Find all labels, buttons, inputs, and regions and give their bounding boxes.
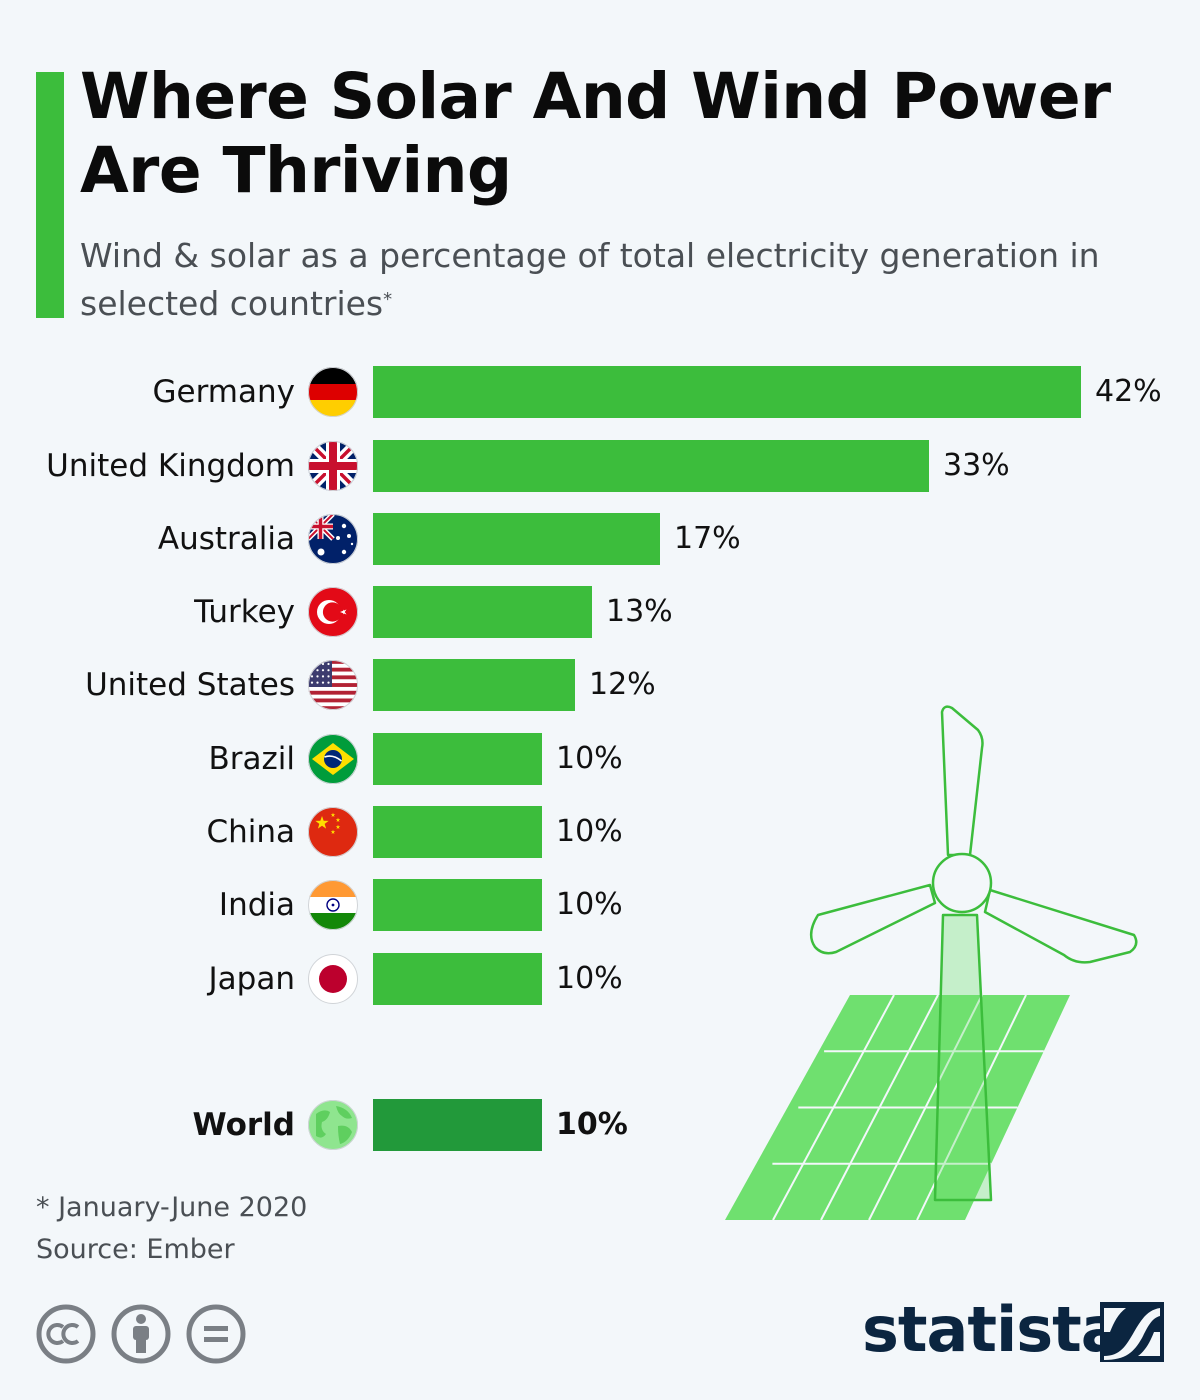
china-flag-icon <box>308 807 358 857</box>
value-label-india: 10% <box>556 887 623 922</box>
license-icons <box>36 1304 246 1364</box>
chart-title: Where Solar And Wind Power Are Thriving <box>80 60 1111 207</box>
category-label-germany: Germany <box>152 374 295 410</box>
category-label-turkey: Turkey <box>194 594 295 630</box>
footnote: * January-June 2020 <box>36 1192 308 1223</box>
value-label-brazil: 10% <box>556 741 623 776</box>
bar-united-kingdom <box>373 440 929 492</box>
australia-flag-icon <box>308 514 358 564</box>
uk-flag-icon <box>308 441 358 491</box>
category-label-united-states: United States <box>85 667 295 703</box>
category-label-india: India <box>218 887 295 923</box>
japan-flag-icon <box>308 954 358 1004</box>
value-label-japan: 10% <box>556 961 623 996</box>
value-label-united-kingdom: 33% <box>943 448 1010 483</box>
globe-icon <box>308 1100 358 1150</box>
category-label-australia: Australia <box>157 521 295 557</box>
india-flag-icon <box>308 880 358 930</box>
bar-china <box>373 806 542 858</box>
brazil-flag-icon <box>308 734 358 784</box>
title-accent-bar <box>36 72 64 318</box>
value-label-china: 10% <box>556 814 623 849</box>
value-label-united-states: 12% <box>589 667 656 702</box>
bar-united-states <box>373 659 575 711</box>
usa-flag-icon <box>308 660 358 710</box>
bar-india <box>373 879 542 931</box>
bar-world <box>373 1099 542 1151</box>
category-label-united-kingdom: United Kingdom <box>46 448 295 484</box>
statista-logo-icon[interactable] <box>1100 1302 1164 1362</box>
value-label-australia: 17% <box>674 521 741 556</box>
wind-turbine-solar-panel-illustration <box>725 705 1138 1221</box>
category-label-world: World <box>192 1107 296 1143</box>
bar-turkey <box>373 586 592 638</box>
value-label-germany: 42% <box>1095 374 1162 409</box>
value-label-turkey: 13% <box>606 594 673 629</box>
bar-brazil <box>373 733 542 785</box>
category-label-china: China <box>206 814 295 850</box>
value-label-world: 10% <box>556 1107 628 1142</box>
attribution-icon[interactable] <box>111 1304 171 1364</box>
turkey-flag-icon <box>308 587 358 637</box>
no-derivatives-icon[interactable] <box>186 1304 246 1364</box>
bar-germany <box>373 366 1081 418</box>
statista-logo-text[interactable]: statista <box>862 1293 1123 1366</box>
source-note: Source: Ember <box>36 1234 235 1265</box>
category-label-brazil: Brazil <box>208 741 295 777</box>
chart-subtitle: Wind & solar as a percentage of total el… <box>80 232 1180 328</box>
category-label-japan: Japan <box>208 961 295 997</box>
subtitle-footnote-marker: * <box>383 289 393 310</box>
bar-japan <box>373 953 542 1005</box>
subtitle-text: Wind & solar as a percentage of total el… <box>80 236 1100 323</box>
germany-flag-icon <box>308 367 358 417</box>
bar-australia <box>373 513 660 565</box>
cc-icon[interactable] <box>36 1304 96 1364</box>
